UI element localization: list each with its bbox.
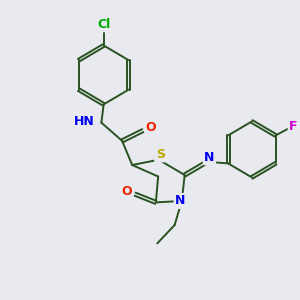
- Text: N: N: [204, 151, 215, 164]
- Text: N: N: [175, 194, 185, 207]
- Text: S: S: [156, 148, 165, 161]
- Text: Cl: Cl: [97, 18, 110, 31]
- Text: O: O: [122, 185, 132, 198]
- Text: O: O: [146, 121, 156, 134]
- Text: HN: HN: [74, 115, 94, 128]
- Text: F: F: [289, 119, 298, 133]
